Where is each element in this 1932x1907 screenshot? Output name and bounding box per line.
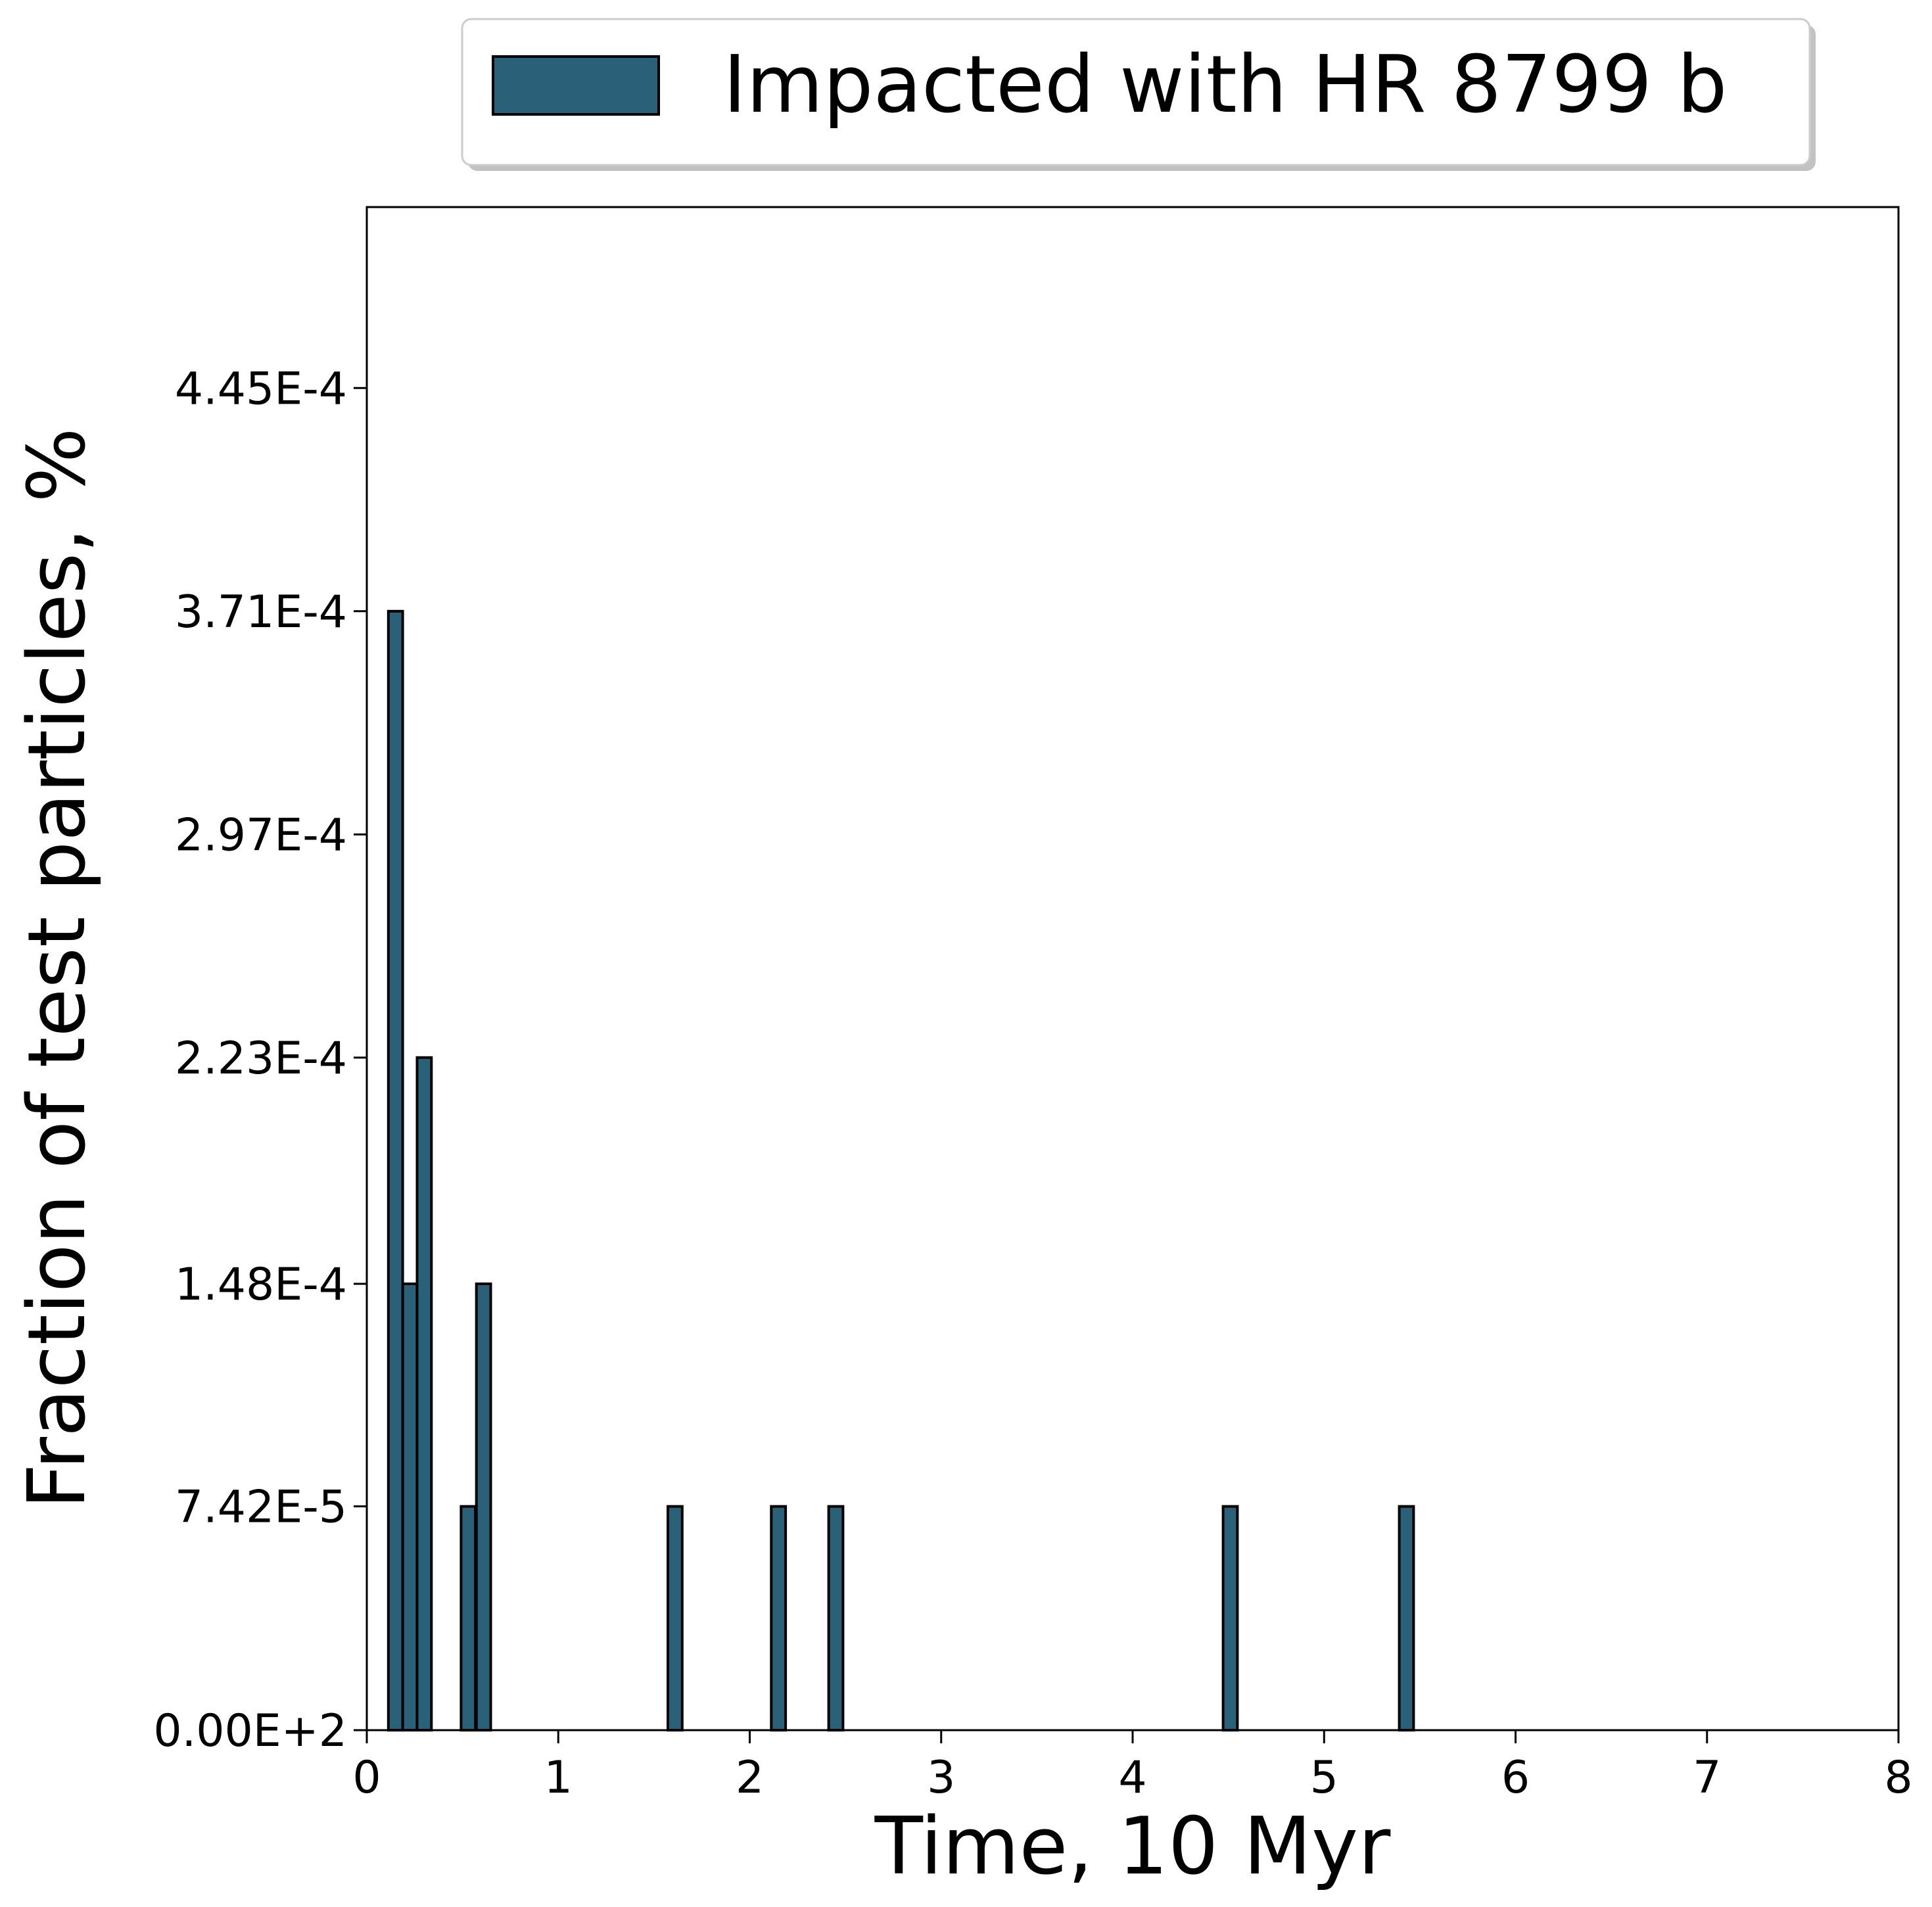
x-tick-label-0: 0 (352, 1752, 381, 1804)
bar-3 (459, 1505, 477, 1732)
bar-7 (827, 1505, 845, 1732)
bar-8 (1221, 1505, 1239, 1732)
legend-swatch (492, 55, 660, 116)
legend: Impacted with HR 8799 b (461, 18, 1816, 171)
bar-1 (401, 1283, 419, 1731)
y-tick-label-2: 1.48E-4 (175, 1259, 347, 1311)
y-tick-label-5: 3.71E-4 (175, 586, 347, 638)
x-tick-label-5: 5 (1310, 1752, 1338, 1804)
bar-6 (770, 1505, 788, 1732)
legend-box (461, 18, 1811, 166)
y-tick-label-4: 2.97E-4 (175, 809, 347, 861)
y-axis: 0.00E+2 7.42E-5 1.48E-4 2.23E-4 2.97E-4 3.71E… (153, 363, 367, 1757)
x-tick-label-6: 6 (1501, 1752, 1530, 1804)
bar-0 (387, 609, 404, 1731)
x-tick-label-3: 3 (927, 1752, 955, 1804)
x-tick-label-8: 8 (1884, 1752, 1912, 1804)
y-tick-label-0: 0.00E+2 (153, 1705, 347, 1757)
y-axis-title: Fraction of test particles, % (12, 428, 103, 1509)
plot-area (387, 609, 1415, 1732)
x-axis-title: Time, 10 Myr (874, 1801, 1391, 1893)
x-tick-label-1: 1 (544, 1752, 573, 1804)
x-tick-label-4: 4 (1118, 1752, 1146, 1804)
bar-5 (667, 1505, 684, 1732)
plot-frame (365, 206, 1900, 1731)
x-tick-label-2: 2 (736, 1752, 764, 1804)
y-tick-label-1: 7.42E-5 (175, 1482, 347, 1534)
x-axis: 0 1 2 3 4 5 6 7 8 (352, 1730, 1913, 1804)
y-tick-label-3: 2.23E-4 (175, 1033, 347, 1085)
bar-9 (1398, 1505, 1415, 1732)
legend-label: Impacted with HR 8799 b (723, 39, 1727, 131)
bar-2 (415, 1056, 433, 1732)
y-tick-label-6: 4.45E-4 (175, 363, 347, 415)
x-tick-label-7: 7 (1693, 1752, 1721, 1804)
bar-4 (475, 1283, 492, 1731)
